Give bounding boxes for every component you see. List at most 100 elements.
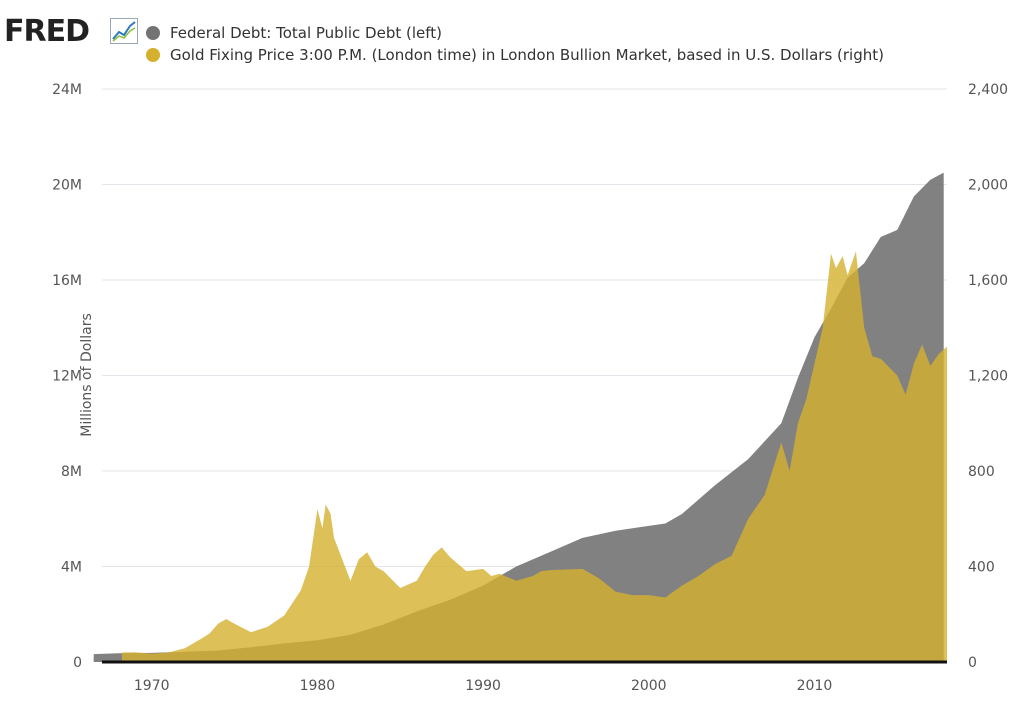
x-tick-label: 1970 [134,678,170,694]
data-point-gold [879,357,882,360]
data-point-gold [432,553,435,556]
data-point-gold [266,625,269,628]
data-point-gold [788,470,791,473]
data-point-gold [440,546,443,549]
data-point-gold [714,563,717,566]
data-point-gold [821,326,824,329]
data-point-gold [763,493,766,496]
data-point-gold [871,355,874,358]
series-area-debt[interactable] [93,172,944,662]
data-point-gold [835,267,838,270]
data-point-debt [647,524,650,527]
data-point-gold [937,353,940,356]
y-right-tick-label: 1,600 [968,273,1008,289]
data-point-gold [515,579,518,582]
series-areas [92,171,949,662]
legend-dot-debt [146,26,160,40]
legend-dot-gold [146,48,160,62]
data-point-gold [780,441,783,444]
data-point-gold [863,326,866,329]
legend-item-debt[interactable]: Federal Debt: Total Public Debt (left) [146,22,884,44]
legend-label-gold: Gold Fixing Price 3:00 P.M. (London time… [170,46,884,64]
data-point-gold [531,575,534,578]
data-point-gold [946,345,949,348]
data-point-debt [614,529,617,532]
data-point-gold [374,565,377,568]
legend-item-gold[interactable]: Gold Fixing Price 3:00 P.M. (London time… [146,44,884,66]
data-point-debt [796,376,799,379]
fred-chart-icon [110,18,138,44]
data-point-debt [680,513,683,516]
data-point-gold [490,575,493,578]
legend-label-debt: Federal Debt: Total Public Debt (left) [170,24,442,42]
data-point-gold [697,575,700,578]
data-point-gold [208,632,211,635]
data-point-gold [299,589,302,592]
data-point-gold [382,570,385,573]
data-point-gold [747,517,750,520]
data-point-gold [465,570,468,573]
data-point-gold [830,252,833,255]
data-point-gold [846,274,849,277]
axes: 0 4M 8M 12M 16M 20M 24M 0 400 800 1,200 1,600 2,000 2… [52,82,1008,694]
y-left-tick-label: 4M [61,560,82,576]
chart-legend: Federal Debt: Total Public Debt (left) G… [146,22,884,66]
data-point-gold [498,572,501,575]
data-point-gold [333,536,336,539]
data-point-gold [167,651,170,654]
data-point-gold [548,569,551,572]
y-right-tick-label: 0 [968,655,977,671]
data-point-gold [813,362,816,365]
x-tick-label: 1990 [465,678,501,694]
data-point-debt [92,653,95,656]
y-right-tick-label: 1,200 [968,369,1008,385]
series-area-gold[interactable] [121,251,947,662]
data-point-gold [399,587,402,590]
data-point-gold [183,647,186,650]
data-point-gold [424,565,427,568]
data-point-debt [664,522,667,525]
data-point-debt [117,652,120,655]
data-point-gold [321,527,324,530]
y-right-tick-label: 2,400 [968,82,1008,98]
data-point-gold [415,579,418,582]
y-right-tick-label: 400 [968,560,995,576]
data-point-gold [581,567,584,570]
data-point-gold [664,596,667,599]
y-left-tick-label: 24M [52,82,82,98]
data-point-gold [233,622,236,625]
data-point-debt [747,458,750,461]
data-point-debt [896,228,899,231]
y-left-tick-label: 20M [52,178,82,194]
data-point-gold [631,594,634,597]
data-point-debt [942,171,945,174]
data-point-gold [341,558,344,561]
data-point-gold [448,556,451,559]
data-point-debt [714,484,717,487]
y-left-tick-label: 12M [52,369,82,385]
data-point-gold [482,567,485,570]
data-point-gold [316,508,319,511]
data-point-gold [283,614,286,617]
data-point-gold [896,374,899,377]
y-right-tick-label: 800 [968,464,995,480]
data-point-gold [598,577,601,580]
x-tick-label: 2010 [797,678,833,694]
data-point-gold [730,554,733,557]
data-point-gold [329,513,332,516]
y-left-tick-label: 16M [52,273,82,289]
data-point-gold [357,558,360,561]
data-point-debt [548,551,551,554]
data-point-gold [841,255,844,258]
data-point-gold [540,570,543,573]
data-point-debt [912,195,915,198]
data-point-gold [796,422,799,425]
data-point-debt [515,565,518,568]
data-point-debt [879,236,882,239]
data-point-gold [349,579,352,582]
x-tick-label: 1980 [300,678,336,694]
data-point-gold [200,637,203,640]
data-point-debt [863,262,866,265]
data-point-gold [912,362,915,365]
